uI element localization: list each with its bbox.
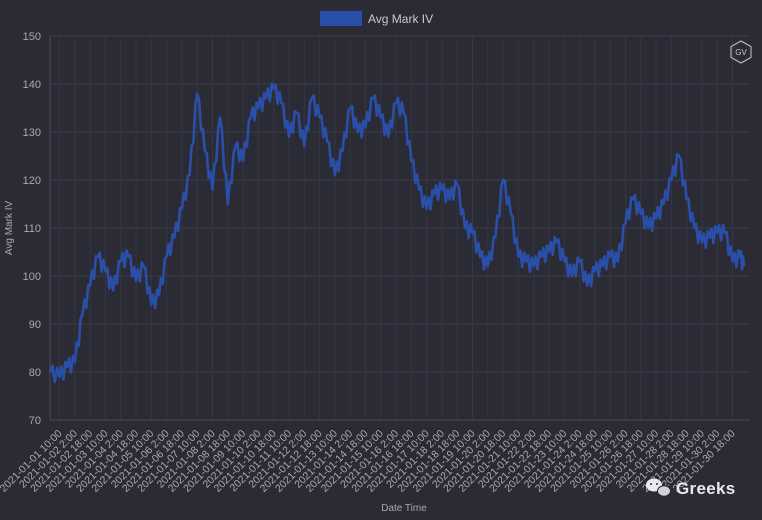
- legend-swatch: [320, 11, 362, 26]
- series-avg-mark-iv: [48, 82, 746, 384]
- watermark: Greeks: [646, 478, 735, 498]
- logo-text: GV: [735, 48, 747, 57]
- y-axis-ticks: 70 80 90 100 110 120 130 140 150: [23, 31, 41, 427]
- x-axis-title: Date Time: [381, 503, 427, 514]
- legend[interactable]: Avg Mark IV: [320, 11, 433, 26]
- y-tick-label: 100: [23, 271, 41, 283]
- series-line: [48, 82, 746, 384]
- y-tick-label: 150: [23, 31, 41, 43]
- y-tick-label: 90: [29, 319, 41, 331]
- gv-logo: GV: [730, 40, 752, 64]
- y-axis-title: Avg Mark IV: [4, 201, 15, 256]
- y-tick-label: 80: [29, 367, 41, 379]
- legend-label: Avg Mark IV: [368, 12, 433, 26]
- y-tick-label: 70: [29, 415, 41, 427]
- hexagon-icon: [730, 40, 752, 64]
- y-tick-label: 130: [23, 127, 41, 139]
- y-tick-label: 120: [23, 175, 41, 187]
- watermark-text: Greeks: [676, 479, 735, 498]
- y-tick-label: 110: [23, 223, 41, 235]
- grid-lines: [49, 35, 750, 421]
- y-tick-label: 140: [23, 79, 41, 91]
- wechat-icon: [646, 478, 671, 497]
